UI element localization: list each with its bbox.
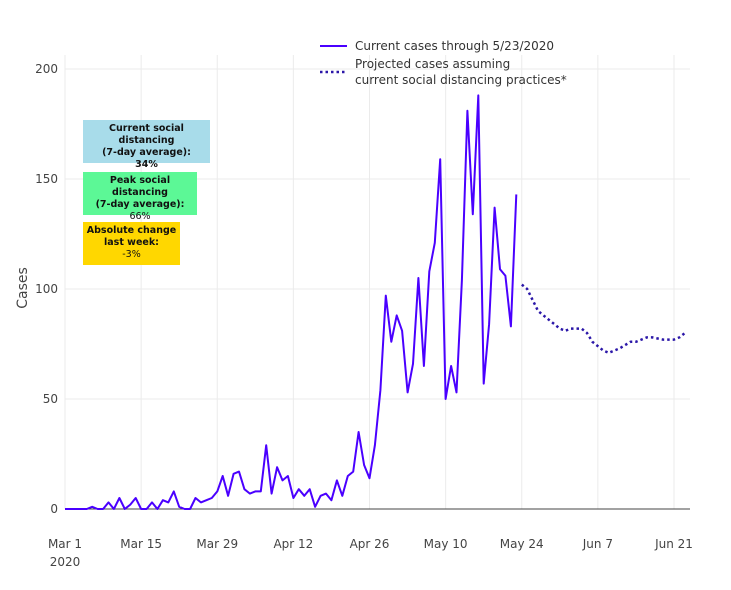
x-tick-label: Mar 29 [196,537,238,551]
x-tick-sublabel: 2020 [50,555,81,569]
annotation-value: -3% [122,249,141,260]
annotation-value: 66% [129,211,151,222]
legend-current-label: Current cases through 5/23/2020 [355,39,554,53]
current-cases-line [65,94,518,510]
annotation-subtitle: (7-day average): [102,147,191,158]
legend-projected-label-2: current social distancing practices* [355,73,567,87]
x-tick-label: Mar 1 [48,537,82,551]
annotation-title: Current social distancing [109,123,184,146]
annotation-peak-distancing: Peak social distancing (7-day average): … [83,172,197,222]
x-tick-label: Apr 26 [350,537,390,551]
x-tick-label: Jun 21 [654,537,693,551]
annotation-title: Absolute change [86,225,177,236]
x-tick-label: Mar 15 [120,537,162,551]
projected-cases-line [521,283,686,355]
annotation-value: 34% [135,159,158,170]
annotation-title: Peak social distancing [109,175,171,198]
y-tick-label: 0 [50,502,58,516]
series [64,94,686,510]
y-tick-label: 100 [35,282,58,296]
legend[interactable]: Current cases through 5/23/2020 Projecte… [320,39,567,87]
y-axis-label: Cases [15,267,31,309]
annotation-subtitle: (7-day average): [95,199,185,210]
y-tick-label: 150 [35,172,58,186]
x-tick-label: Jun 7 [582,537,613,551]
annotation-subtitle: last week: [104,237,159,248]
y-tick-label: 200 [35,62,58,76]
legend-projected-label-1: Projected cases assuming [355,57,510,71]
annotation-absolute-change: Absolute change last week: -3% [83,222,180,265]
annotation-current-distancing: Current social distancing (7-day average… [83,120,210,170]
axes: 0 50 100 150 200 Mar 1 2020 Mar 15 Mar 29 Apr 12 A… [35,62,693,569]
x-tick-label: May 24 [500,537,544,551]
y-tick-label: 50 [43,392,58,406]
x-tick-label: Apr 12 [273,537,313,551]
x-tick-label: May 10 [424,537,468,551]
